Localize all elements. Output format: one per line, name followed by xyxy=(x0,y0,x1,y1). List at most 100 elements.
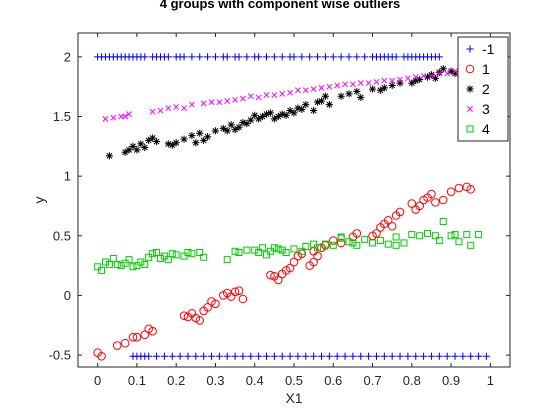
data-point xyxy=(321,92,330,100)
data-point xyxy=(309,257,318,267)
x-tick-label: 0.1 xyxy=(128,373,146,388)
data-point xyxy=(294,87,301,94)
data-point xyxy=(298,53,306,61)
data-point xyxy=(314,244,322,252)
data-point xyxy=(258,112,267,121)
data-point xyxy=(231,352,239,360)
data-point xyxy=(337,53,345,61)
legend-label: -1 xyxy=(482,41,495,57)
data-point xyxy=(466,184,476,194)
data-point xyxy=(427,71,436,79)
data-point xyxy=(278,352,286,360)
data-point xyxy=(349,352,357,360)
data-point xyxy=(329,53,337,61)
data-point xyxy=(325,100,333,109)
data-point xyxy=(302,352,310,360)
data-point xyxy=(141,260,149,268)
series-2 xyxy=(93,182,476,361)
data-point xyxy=(289,257,299,267)
legend-item: 4 xyxy=(466,121,490,137)
data-point xyxy=(97,351,106,361)
data-point xyxy=(149,108,156,115)
data-point xyxy=(235,123,243,131)
data-point xyxy=(133,146,141,154)
data-point xyxy=(376,237,384,245)
data-point xyxy=(274,245,282,253)
data-point xyxy=(181,105,187,112)
data-point xyxy=(396,352,404,360)
x-tick-label: 0.8 xyxy=(403,373,421,388)
data-point xyxy=(200,253,208,261)
data-point xyxy=(109,254,117,262)
data-point xyxy=(474,352,483,360)
plot-area xyxy=(77,32,511,368)
data-point xyxy=(141,53,149,61)
data-point xyxy=(188,53,196,61)
data-point xyxy=(179,311,189,321)
data-point xyxy=(255,352,263,360)
data-point xyxy=(184,248,192,256)
y-tick-label: 1.5 xyxy=(53,109,71,124)
legend-label: 3 xyxy=(482,101,490,117)
data-point xyxy=(341,352,349,360)
data-point xyxy=(463,231,471,239)
data-point xyxy=(243,120,251,128)
data-point xyxy=(349,239,357,247)
series-3 xyxy=(105,65,459,160)
data-point xyxy=(388,352,396,360)
data-point xyxy=(145,253,153,261)
data-point xyxy=(435,53,443,61)
data-point xyxy=(188,250,196,258)
x-tick-label: 0 xyxy=(94,373,101,388)
data-point xyxy=(149,250,157,258)
data-point xyxy=(400,239,408,247)
data-point xyxy=(262,352,271,360)
data-point xyxy=(173,104,180,110)
data-point xyxy=(180,252,188,260)
data-point xyxy=(482,352,491,360)
data-point xyxy=(164,53,172,61)
data-point xyxy=(270,352,278,360)
x-tick-label: 0.9 xyxy=(442,373,460,388)
data-point xyxy=(404,75,411,82)
series-4 xyxy=(102,68,466,122)
x-axis-label: X1 xyxy=(285,390,302,406)
y-tick-label: 2 xyxy=(64,49,71,64)
data-point xyxy=(427,352,436,360)
data-point xyxy=(156,254,164,262)
data-point xyxy=(270,53,278,61)
data-point xyxy=(407,199,417,208)
data-point xyxy=(278,246,286,254)
data-point xyxy=(152,352,161,360)
data-point xyxy=(361,235,369,243)
legend-box xyxy=(457,36,509,142)
data-point xyxy=(298,105,306,113)
data-point xyxy=(408,231,416,239)
data-point xyxy=(424,229,432,237)
data-point xyxy=(373,78,380,85)
data-point xyxy=(247,116,255,124)
data-point xyxy=(420,72,427,79)
data-point xyxy=(451,231,459,239)
data-point xyxy=(302,87,309,94)
data-point xyxy=(125,256,133,264)
data-point xyxy=(395,207,405,217)
data-point xyxy=(384,240,392,248)
data-point xyxy=(325,352,333,360)
data-point xyxy=(180,135,188,143)
data-point xyxy=(234,286,244,295)
data-point xyxy=(383,215,393,225)
data-point xyxy=(211,127,220,135)
data-point xyxy=(392,53,400,61)
data-point xyxy=(223,352,231,360)
data-point xyxy=(176,352,184,360)
data-point xyxy=(251,111,259,119)
data-point xyxy=(195,316,205,325)
data-point xyxy=(219,124,227,133)
legend-label: 1 xyxy=(482,61,490,77)
data-point xyxy=(188,131,196,140)
data-point xyxy=(110,114,117,121)
data-point xyxy=(387,221,397,231)
data-point xyxy=(262,53,271,61)
legend-item: 1 xyxy=(465,61,490,77)
